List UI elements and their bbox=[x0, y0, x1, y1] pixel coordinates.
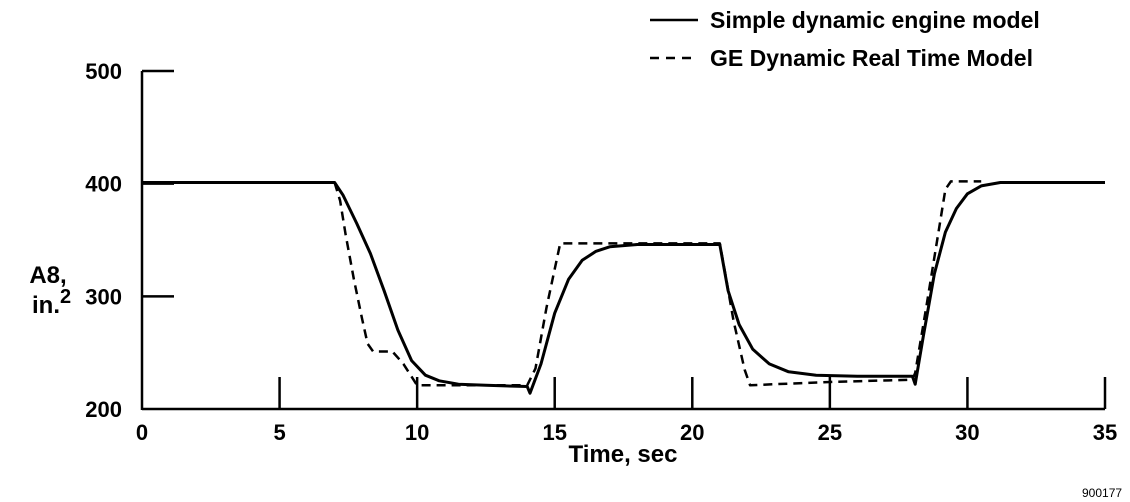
x-tick-label-15: 15 bbox=[542, 420, 566, 445]
y-tick-label-300: 300 bbox=[85, 284, 122, 309]
y-tick-label-400: 400 bbox=[85, 172, 122, 197]
x-tick-label-35: 35 bbox=[1093, 420, 1117, 445]
x-tick-label-0: 0 bbox=[136, 420, 148, 445]
x-tick-label-30: 30 bbox=[955, 420, 979, 445]
ge-dynamic-real-time-model-line bbox=[333, 180, 982, 387]
figure-id: 900177 bbox=[1082, 486, 1122, 500]
x-tick-label-20: 20 bbox=[680, 420, 704, 445]
y-axis-title-unit: in.2 bbox=[32, 286, 71, 319]
y-axis-title-line1: A8, bbox=[29, 262, 66, 289]
tick-marks bbox=[142, 69, 1107, 409]
x-tick-label-10: 10 bbox=[405, 420, 429, 445]
axes bbox=[140, 71, 1105, 411]
x-tick-label-25: 25 bbox=[818, 420, 842, 445]
legend-label-ge-dynamic: GE Dynamic Real Time Model bbox=[710, 45, 1033, 71]
y-axis-title: A8, bbox=[29, 262, 66, 289]
legend-label-simple-dynamic: Simple dynamic engine model bbox=[710, 7, 1040, 33]
tick-labels: 0 5 10 15 20 25 30 35 200 300 400 500 bbox=[85, 59, 1117, 445]
y-axis-title-line2: in. bbox=[32, 292, 60, 319]
x-tick-label-5: 5 bbox=[273, 420, 285, 445]
y-tick-label-200: 200 bbox=[85, 397, 122, 422]
legend: Simple dynamic engine model GE Dynamic R… bbox=[650, 7, 1040, 71]
y-axis-title-superscript: 2 bbox=[60, 286, 71, 308]
simple-dynamic-engine-model-line bbox=[142, 181, 1105, 395]
x-axis-title: Time, sec bbox=[569, 441, 678, 468]
y-tick-label-500: 500 bbox=[85, 59, 122, 84]
data-series bbox=[142, 180, 1105, 395]
